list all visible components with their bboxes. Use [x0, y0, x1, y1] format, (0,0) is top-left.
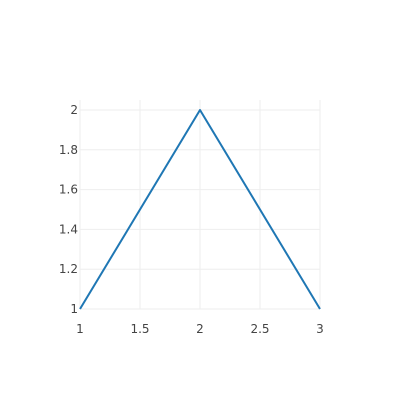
x-tick-label: 1.5	[130, 322, 149, 336]
y-tick-label: 1	[70, 302, 78, 316]
y-tick-label: 1.8	[59, 143, 78, 157]
x-tick-label: 3	[316, 322, 324, 336]
y-tick-label: 2	[70, 103, 78, 117]
series-line	[79, 109, 321, 310]
x-tick-label: 2	[196, 322, 204, 336]
x-axis-ticks: 1 1.5 2 2.5 3	[76, 322, 324, 336]
x-tick-label: 2.5	[250, 322, 269, 336]
grid	[79, 100, 321, 310]
y-tick-label: 1.6	[59, 183, 78, 197]
y-tick-label: 1.4	[59, 222, 78, 236]
x-tick-label: 1	[76, 322, 84, 336]
series-layer	[79, 109, 321, 310]
y-tick-label: 1.2	[59, 262, 78, 276]
y-axis-ticks: 1 1.2 1.4 1.6 1.8 2	[59, 103, 78, 316]
